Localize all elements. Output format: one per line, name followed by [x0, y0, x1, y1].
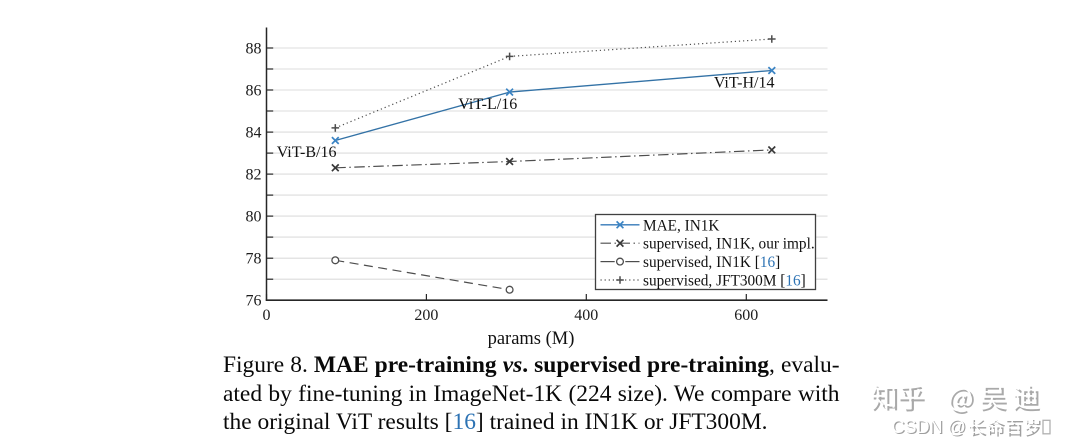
svg-text:ViT-B/16: ViT-B/16	[277, 144, 337, 161]
svg-text:82: 82	[246, 167, 262, 184]
svg-text:600: 600	[734, 307, 758, 324]
svg-text:78: 78	[246, 251, 262, 268]
svg-text:MAE, IN1K: MAE, IN1K	[643, 217, 719, 234]
svg-text:88: 88	[246, 41, 262, 58]
svg-text:0: 0	[263, 307, 271, 324]
svg-text:CSDN @: CSDN @	[892, 417, 966, 437]
svg-text:84: 84	[246, 125, 262, 142]
svg-text:200: 200	[414, 307, 438, 324]
svg-text:ViT-L/16: ViT-L/16	[458, 96, 517, 113]
svg-text:80: 80	[246, 209, 262, 226]
svg-text:76: 76	[246, 293, 262, 310]
svg-text:ViT-H/14: ViT-H/14	[714, 75, 775, 92]
svg-text:400: 400	[574, 307, 598, 324]
svg-text:supervised, IN1K, our impl.: supervised, IN1K, our impl.	[643, 236, 815, 253]
svg-text:supervised, IN1K [16]: supervised, IN1K [16]	[643, 254, 780, 271]
svg-text:CSDN @: CSDN @	[893, 418, 967, 438]
svg-text:supervised, JFT300M [16]: supervised, JFT300M [16]	[643, 273, 806, 290]
svg-text:params (M): params (M)	[488, 329, 575, 349]
svg-text:86: 86	[246, 83, 262, 100]
